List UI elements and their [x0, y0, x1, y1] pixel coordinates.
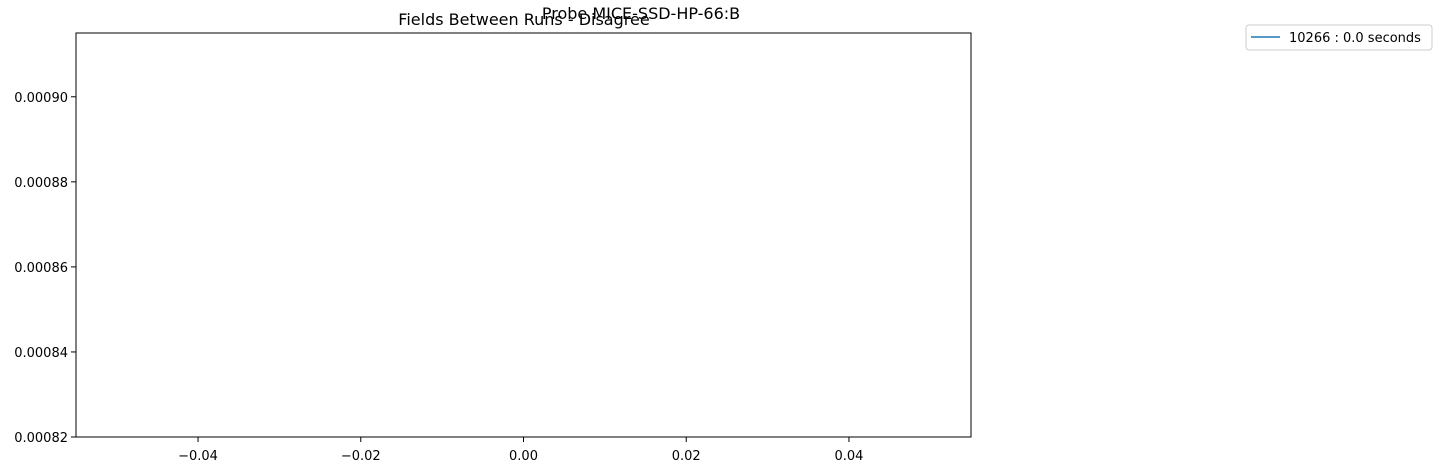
figure-suptitle: Probe MICE-SSD-HP-66:B — [542, 4, 740, 23]
legend: 10266 : 0.0 seconds — [1245, 24, 1433, 51]
x-tick-label: 0.00 — [509, 449, 538, 464]
x-tick-label: 0.04 — [834, 449, 863, 464]
y-tick-label: 0.00088 — [14, 176, 68, 191]
legend-label: 10266 : 0.0 seconds — [1289, 31, 1421, 46]
x-tick-label: 0.02 — [672, 449, 701, 464]
x-tick-label: −0.02 — [341, 449, 381, 464]
plot-area — [75, 32, 972, 438]
y-tick-label: 0.00082 — [14, 431, 68, 446]
y-axis: 0.00082 0.00084 0.00086 0.00088 0.00090 — [14, 91, 76, 446]
chart-title: Fields Between Runs - Disagree — [398, 10, 649, 29]
x-tick-label: −0.04 — [178, 449, 218, 464]
y-tick-label: 0.00084 — [14, 346, 68, 361]
x-axis: −0.04 −0.02 0.00 0.02 0.04 — [178, 437, 863, 464]
y-tick-label: 0.00090 — [14, 91, 68, 106]
y-tick-label: 0.00086 — [14, 261, 68, 276]
legend-frame — [1245, 24, 1433, 51]
